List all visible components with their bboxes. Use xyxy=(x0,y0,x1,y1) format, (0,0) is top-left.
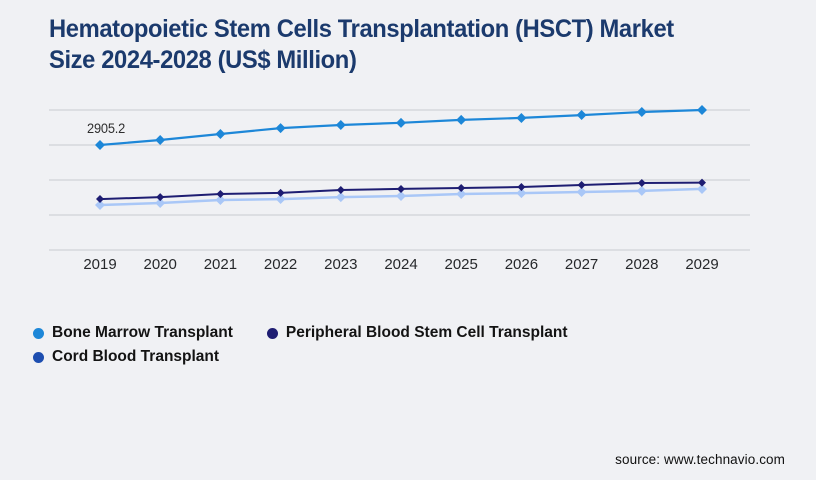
legend-dot-peripheral-blood-icon xyxy=(266,327,278,339)
data-point-cord-blood-transplant-2027 xyxy=(576,187,587,198)
x-axis-label: 2021 xyxy=(204,256,237,273)
data-point-bone-marrow-transplant-2029 xyxy=(697,105,707,115)
chart-title-line1: Hematopoietic Stem Cells Transplantation… xyxy=(49,15,674,43)
data-point-bone-marrow-transplant-2028 xyxy=(636,106,647,117)
chart-title: Hematopoietic Stem Cells Transplantation… xyxy=(49,14,752,75)
data-point-bone-marrow-transplant-2024 xyxy=(396,117,406,128)
data-point-cord-blood-transplant-2020 xyxy=(155,198,166,209)
data-point-bone-marrow-transplant-2019 xyxy=(95,140,105,151)
data-point-peripheral-blood-stem-cell-transplant-2026 xyxy=(517,182,526,191)
x-axis-label: 2024 xyxy=(384,256,417,273)
data-point-cord-blood-transplant-2023 xyxy=(335,192,346,203)
legend-item-peripheral-blood-stem-cell-transplant[interactable]: Peripheral Blood Stem Cell Transplant xyxy=(266,324,568,342)
source-attribution: source: www.technavio.com xyxy=(615,452,785,467)
legend-label: Bone Marrow Transplant xyxy=(52,324,233,341)
data-point-cord-blood-transplant-2019 xyxy=(95,200,105,211)
data-point-bone-marrow-transplant-2023 xyxy=(335,119,346,130)
data-point-cord-blood-transplant-2026 xyxy=(516,188,527,199)
data-point-bone-marrow-transplant-2025 xyxy=(456,114,467,125)
data-point-bone-marrow-transplant-2021 xyxy=(215,129,226,140)
x-axis-label: 2019 xyxy=(83,256,116,273)
legend-label: Peripheral Blood Stem Cell Transplant xyxy=(285,324,568,341)
data-point-peripheral-blood-stem-cell-transplant-2027 xyxy=(577,180,586,189)
legend-label: Cord Blood Transplant xyxy=(52,348,220,365)
data-point-bone-marrow-transplant-2020 xyxy=(155,134,166,145)
x-axis-label: 2023 xyxy=(324,256,357,273)
legend-item-bone-marrow-transplant[interactable]: Bone Marrow Transplant xyxy=(33,324,233,342)
chart-title-line2: Size 2024-2028 (US$ Million) xyxy=(49,45,357,74)
x-axis-label: 2028 xyxy=(625,256,658,273)
data-point-peripheral-blood-stem-cell-transplant-2019 xyxy=(96,195,104,204)
legend-dot-bone-marrow-icon xyxy=(33,327,44,339)
data-point-bone-marrow-transplant-2027 xyxy=(576,110,587,121)
data-point-peripheral-blood-stem-cell-transplant-2024 xyxy=(397,184,405,193)
x-axis-label: 2027 xyxy=(565,256,598,273)
data-label-2019: 2905.2 xyxy=(87,121,126,136)
data-point-bone-marrow-transplant-2022 xyxy=(275,123,286,134)
data-point-peripheral-blood-stem-cell-transplant-2020 xyxy=(156,193,165,202)
chart-legend: Bone Marrow Transplant Peripheral Blood … xyxy=(33,324,683,372)
x-axis-label: 2026 xyxy=(505,256,538,273)
data-point-cord-blood-transplant-2024 xyxy=(396,190,406,201)
data-point-cord-blood-transplant-2029 xyxy=(697,183,707,194)
legend-dot-cord-blood-icon xyxy=(33,351,44,363)
x-axis-label: 2022 xyxy=(264,256,297,273)
data-point-peripheral-blood-stem-cell-transplant-2022 xyxy=(276,188,285,197)
x-axis-label: 2029 xyxy=(685,256,718,273)
data-point-peripheral-blood-stem-cell-transplant-2028 xyxy=(637,178,646,187)
data-point-cord-blood-transplant-2028 xyxy=(636,185,647,196)
data-point-peripheral-blood-stem-cell-transplant-2023 xyxy=(336,186,345,195)
x-axis-label: 2025 xyxy=(445,256,478,273)
data-point-peripheral-blood-stem-cell-transplant-2021 xyxy=(216,190,225,198)
x-axis-label: 2020 xyxy=(144,256,177,273)
data-point-cord-blood-transplant-2022 xyxy=(275,194,286,205)
legend-item-cord-blood-transplant[interactable]: Cord Blood Transplant xyxy=(33,348,219,366)
data-point-cord-blood-transplant-2021 xyxy=(215,194,226,205)
data-point-peripheral-blood-stem-cell-transplant-2025 xyxy=(457,184,466,193)
data-point-peripheral-blood-stem-cell-transplant-2029 xyxy=(698,178,706,187)
data-point-cord-blood-transplant-2025 xyxy=(456,189,467,199)
data-point-bone-marrow-transplant-2026 xyxy=(516,112,527,123)
